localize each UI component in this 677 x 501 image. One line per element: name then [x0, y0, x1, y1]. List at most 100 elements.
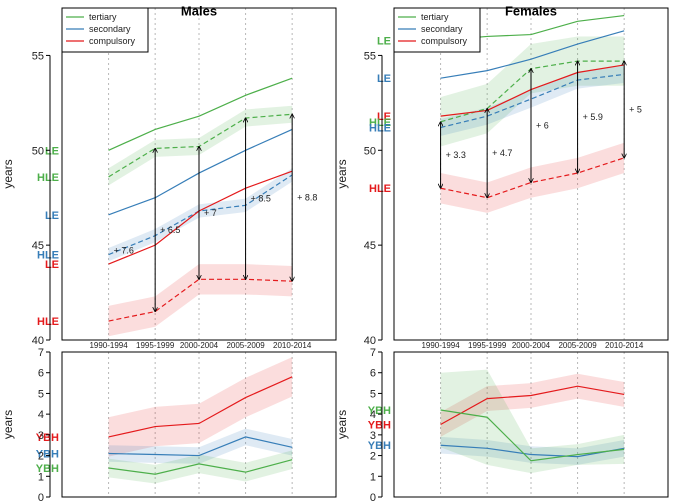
- chart-title: Females: [505, 4, 557, 19]
- y-tick-label-0: 0: [370, 492, 376, 501]
- series-hle-secondary: [440, 73, 625, 129]
- series-hle-compulsory: [108, 278, 293, 322]
- series-label-1: YBH: [368, 420, 391, 432]
- series-label-2: LE: [377, 111, 391, 123]
- y-tick-label-2: 50: [364, 145, 376, 157]
- band-hle-compulsory: [108, 264, 293, 337]
- period-label-4: 2010-2014: [273, 341, 312, 350]
- series-label-5: HLE: [369, 183, 391, 195]
- y-tick-label-0: 40: [32, 335, 44, 347]
- band-ybh-compulsory: [108, 357, 293, 457]
- y-tick-label-1: 1: [38, 471, 44, 483]
- series-label-2: YBH: [36, 463, 59, 475]
- series-label-4: LE: [45, 259, 59, 271]
- y-tick-label-3: 3: [38, 430, 44, 442]
- gap-label-4: + 8.8: [297, 193, 317, 203]
- series-label-1: LE: [377, 73, 391, 85]
- legend-label-compulsory: compulsory: [421, 36, 468, 46]
- y-tick-label-2: 2: [370, 451, 376, 463]
- series-label-2: LE: [45, 210, 59, 222]
- chart-title: Males: [181, 4, 217, 19]
- gap-label-0: + 3.3: [446, 150, 466, 160]
- band-ybh-tertiary: [108, 450, 293, 484]
- gap-label-2: + 6: [536, 121, 549, 131]
- series-label-2: YBH: [368, 440, 391, 452]
- y-tick-label-2: 2: [38, 451, 44, 463]
- y-tick-label-1: 45: [364, 240, 376, 252]
- y-tick-label-1: 45: [32, 240, 44, 252]
- period-label-3: 2005-2009: [558, 341, 597, 350]
- band-hle-compulsory: [440, 142, 625, 213]
- period-label-2: 2000-2004: [180, 341, 219, 350]
- plot-frame: [61, 351, 337, 498]
- series-ybh-secondary: [108, 436, 293, 457]
- period-label-4: 2010-2014: [605, 341, 644, 350]
- series-ybh-tertiary: [108, 459, 293, 475]
- series-le-compulsory: [108, 170, 293, 265]
- period-label-1: 1995-1999: [468, 341, 507, 350]
- gap-label-3: + 5.9: [583, 112, 603, 122]
- panel-females-ybh: YBH YBH YBH 0 1 2 3 4 5 6 7 years 1990-1994 1995-1999…: [335, 341, 669, 501]
- y-axis-label: years: [335, 159, 349, 188]
- series-label-0: LE: [45, 145, 59, 157]
- panel-males-ybh: YBH YBH YBH 0 1 2 3 4 5 6 7 years 1990-1994 1995-1999…: [1, 341, 337, 501]
- y-tick-label-4: 4: [38, 409, 44, 421]
- band-hle-secondary: [108, 168, 293, 262]
- y-tick-label-5: 5: [38, 388, 44, 400]
- series-label-4: HLE: [369, 123, 391, 135]
- legend-label-secondary: secondary: [421, 24, 463, 34]
- legend-box: [393, 7, 481, 53]
- y-tick-label-7: 7: [38, 347, 44, 359]
- series-ybh-compulsory: [440, 385, 625, 426]
- plot-frame: [393, 351, 669, 498]
- series-label-3: HLE: [37, 250, 59, 262]
- series-label-5: HLE: [37, 316, 59, 328]
- series-label-0: YBH: [36, 432, 59, 444]
- series-label-0: LE: [377, 35, 391, 47]
- series-label-3: HLE: [369, 117, 391, 129]
- series-le-secondary: [440, 30, 625, 79]
- y-tick-label-5: 5: [370, 388, 376, 400]
- legend-label-secondary: secondary: [89, 24, 131, 34]
- period-label-0: 1990-1994: [89, 341, 128, 350]
- band-ybh-tertiary: [440, 369, 625, 474]
- y-tick-label-3: 55: [32, 50, 44, 62]
- legend-label-compulsory: compulsory: [89, 36, 136, 46]
- plot-frame: [61, 7, 337, 341]
- period-label-1: 1995-1999: [136, 341, 175, 350]
- band-ybh-compulsory: [440, 373, 625, 437]
- gap-label-0: + 7.6: [114, 246, 134, 256]
- series-label-1: YBH: [36, 449, 59, 461]
- series-ybh-compulsory: [108, 376, 293, 438]
- y-axis-label: years: [1, 159, 15, 188]
- legend-box: [61, 7, 149, 53]
- gap-label-4: + 5: [629, 104, 642, 114]
- gap-label-2: + 7: [204, 208, 217, 218]
- panel-females-le-hle: + 3.3 + 4.7+ 6+ 5.9+ 5LELELEHLEHLEHLE4045…: [335, 4, 669, 347]
- period-label-3: 2005-2009: [226, 341, 265, 350]
- series-ybh-secondary: [440, 444, 625, 458]
- series-label-0: YBH: [368, 405, 391, 417]
- plot-frame: [393, 7, 669, 341]
- y-tick-label-1: 1: [370, 471, 376, 483]
- y-tick-label-0: 40: [364, 335, 376, 347]
- gap-label-1: + 6.5: [160, 225, 180, 235]
- period-label-0: 1990-1994: [421, 341, 460, 350]
- y-tick-label-7: 7: [370, 347, 376, 359]
- panel-males-le-hle: + 7.6+ 6.5+ 7+ 8.5 + 8.8LEHLELEHLELEHLE40…: [1, 4, 337, 347]
- gap-label-3: + 8.5: [251, 194, 271, 204]
- series-le-tertiary: [108, 77, 293, 151]
- y-tick-label-6: 6: [370, 368, 376, 380]
- y-tick-label-3: 55: [364, 50, 376, 62]
- series-label-1: HLE: [37, 172, 59, 184]
- legend-label-tertiary: tertiary: [421, 12, 449, 22]
- y-tick-label-0: 0: [38, 492, 44, 501]
- y-axis-label: years: [335, 410, 349, 439]
- period-label-2: 2000-2004: [512, 341, 551, 350]
- y-tick-label-6: 6: [38, 368, 44, 380]
- series-ybh-tertiary: [440, 409, 625, 462]
- y-tick-label-4: 4: [370, 409, 376, 421]
- legend-label-tertiary: tertiary: [89, 12, 117, 22]
- y-tick-label-2: 50: [32, 145, 44, 157]
